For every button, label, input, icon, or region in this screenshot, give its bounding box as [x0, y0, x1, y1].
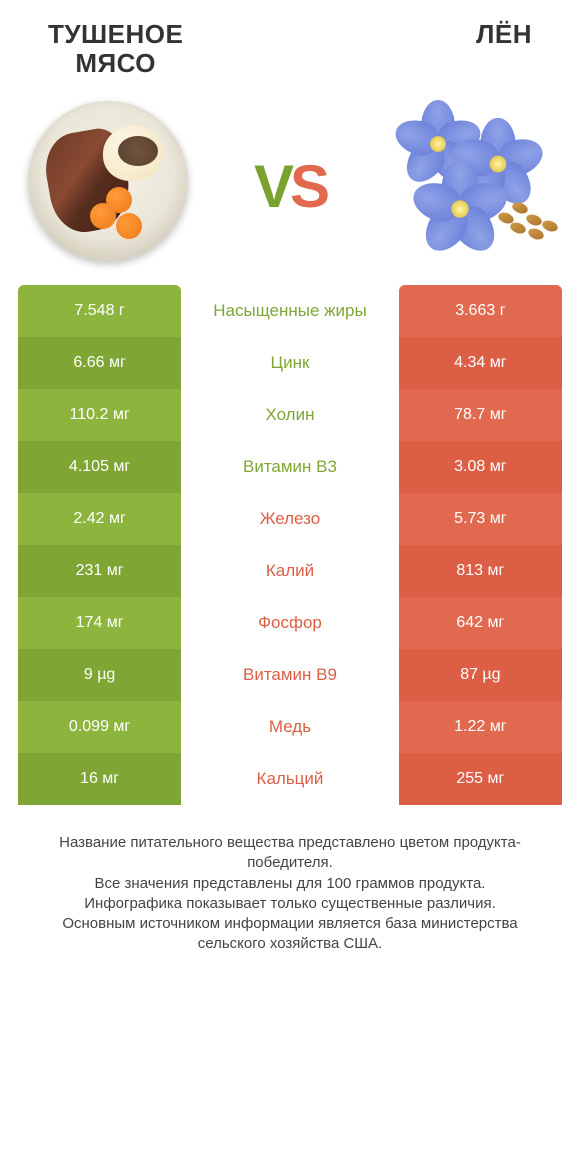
table-row: 7.548 гНасыщенные жиры3.663 г — [18, 285, 562, 337]
value-right: 4.34 мг — [399, 337, 562, 389]
table-row: 2.42 мгЖелезо5.73 мг — [18, 493, 562, 545]
nutrient-label: Калий — [181, 545, 399, 597]
value-right: 78.7 мг — [399, 389, 562, 441]
footer-line: Название питательного вещества представл… — [28, 833, 552, 874]
value-left: 110.2 мг — [18, 389, 181, 441]
footer-line: Все значения представлены для 100 граммо… — [28, 874, 552, 894]
value-right: 642 мг — [399, 597, 562, 649]
value-left: 2.42 мг — [18, 493, 181, 545]
table-row: 6.66 мгЦинк4.34 мг — [18, 337, 562, 389]
value-right: 255 мг — [399, 753, 562, 805]
value-left: 7.548 г — [18, 285, 181, 337]
table-row: 16 мгКальций255 мг — [18, 753, 562, 805]
value-right: 1.22 мг — [399, 701, 562, 753]
nutrient-label: Фосфор — [181, 597, 399, 649]
left-food-image — [28, 101, 198, 271]
nutrient-label: Насыщенные жиры — [181, 285, 399, 337]
nutrient-label: Медь — [181, 701, 399, 753]
vs-v: V — [254, 152, 290, 221]
table-row: 9 µgВитамин B987 µg — [18, 649, 562, 701]
value-right: 813 мг — [399, 545, 562, 597]
nutrient-label: Цинк — [181, 337, 399, 389]
value-left: 174 мг — [18, 597, 181, 649]
value-left: 16 мг — [18, 753, 181, 805]
vs-label: VS — [254, 152, 326, 221]
nutrient-label: Кальций — [181, 753, 399, 805]
table-row: 231 мгКалий813 мг — [18, 545, 562, 597]
right-food-image — [382, 101, 552, 271]
nutrient-label: Холин — [181, 389, 399, 441]
value-left: 9 µg — [18, 649, 181, 701]
vs-s: S — [290, 152, 326, 221]
value-left: 0.099 мг — [18, 701, 181, 753]
value-right: 5.73 мг — [399, 493, 562, 545]
table-row: 4.105 мгВитамин B33.08 мг — [18, 441, 562, 493]
footer-line: Инфографика показывает только существенн… — [28, 894, 552, 914]
comparison-table: 7.548 гНасыщенные жиры3.663 г6.66 мгЦинк… — [18, 285, 562, 805]
nutrient-label: Витамин B3 — [181, 441, 399, 493]
title-right: ЛЁН — [476, 20, 532, 77]
table-row: 110.2 мгХолин78.7 мг — [18, 389, 562, 441]
footer-notes: Название питательного вещества представл… — [18, 833, 562, 975]
images-row: VS — [18, 101, 562, 271]
footer-line: Основным источником информации является … — [28, 914, 552, 955]
title-left: ТУШЕНОЕМЯСО — [48, 20, 183, 77]
titles-row: ТУШЕНОЕМЯСО ЛЁН — [18, 20, 562, 77]
value-right: 87 µg — [399, 649, 562, 701]
value-left: 231 мг — [18, 545, 181, 597]
nutrient-label: Витамин B9 — [181, 649, 399, 701]
value-left: 4.105 мг — [18, 441, 181, 493]
table-row: 174 мгФосфор642 мг — [18, 597, 562, 649]
table-row: 0.099 мгМедь1.22 мг — [18, 701, 562, 753]
value-right: 3.08 мг — [399, 441, 562, 493]
nutrient-label: Железо — [181, 493, 399, 545]
value-left: 6.66 мг — [18, 337, 181, 389]
value-right: 3.663 г — [399, 285, 562, 337]
